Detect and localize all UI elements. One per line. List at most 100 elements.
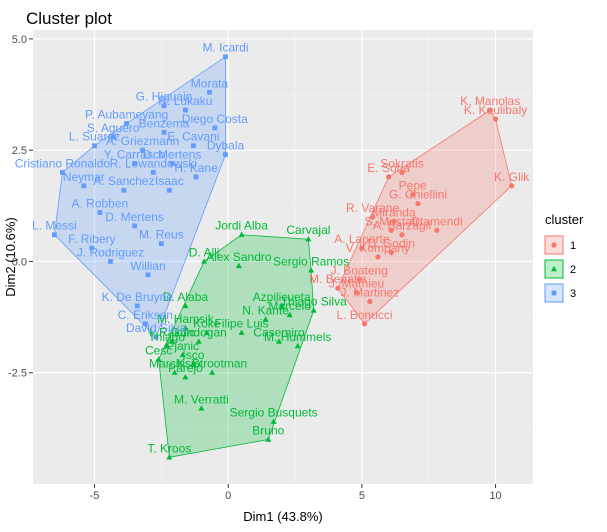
chart-title: Cluster plot	[26, 9, 112, 28]
point-label: Filipe Luis	[215, 317, 269, 331]
point-label: A. Barzagli	[373, 219, 431, 233]
legend-marker-1	[551, 242, 557, 248]
cluster-3-point	[110, 134, 116, 140]
cluster-1-point	[386, 174, 392, 180]
point-label: D. Alaba	[163, 290, 209, 304]
cluster-1-point	[388, 227, 394, 233]
cluster-3-point	[145, 272, 151, 278]
point-label: Carvajal	[286, 223, 330, 237]
point-label: N. Kante	[242, 303, 289, 317]
point-label: S. Aguero	[87, 121, 140, 135]
cluster-1-point	[335, 285, 341, 291]
legend-marker-2	[551, 265, 557, 272]
point-label: Diego Costa	[182, 112, 248, 126]
cluster-1-point	[509, 183, 515, 189]
x-tick-label: -5	[90, 490, 100, 502]
cluster-1-point	[369, 214, 376, 220]
point-label: Parejo	[168, 361, 203, 375]
cluster-3-point	[153, 334, 159, 340]
cluster-2-point	[209, 369, 216, 375]
y-tick-label: 2.5	[12, 145, 27, 157]
cluster-3-hull	[53, 55, 226, 338]
cluster-3-point	[150, 170, 156, 175]
cluster-2-point	[201, 258, 208, 264]
legend-label-1: 1	[570, 240, 576, 252]
gridlines	[33, 30, 533, 484]
cluster-3-point	[223, 54, 228, 60]
cluster-2-point	[182, 325, 189, 331]
cluster-3-point	[89, 245, 95, 251]
cluster-2-point	[308, 267, 315, 273]
cluster-2-point	[310, 307, 317, 313]
point-label: L. Suarez	[69, 130, 120, 144]
cluster-3-point	[92, 143, 97, 149]
cluster-hulls	[53, 55, 513, 458]
cluster-2-point	[294, 342, 301, 349]
point-label: Pjanic	[166, 339, 199, 353]
point-label: J. Boateng	[331, 263, 388, 277]
cluster-3-point	[81, 183, 87, 189]
point-label: Otamendi	[411, 214, 463, 228]
point-label: M. Benatia	[309, 272, 367, 286]
x-axis-label: Dim1 (43.8%)	[243, 509, 322, 524]
cluster-3-point	[223, 152, 228, 158]
cluster-2-point	[182, 302, 189, 309]
cluster-3-point	[193, 174, 199, 180]
cluster-1-point	[415, 200, 421, 207]
point-label: T. Kroos	[147, 441, 191, 455]
point-label: A. Robben	[71, 196, 128, 210]
point-label: Marchisio	[149, 357, 201, 371]
point-label: Gundogan	[171, 326, 227, 340]
y-axis-label: Dim2 (10.6%)	[3, 217, 18, 296]
point-label: D. Alli	[189, 245, 220, 259]
cluster-3-point	[161, 129, 167, 135]
point-label: Pepe	[399, 179, 427, 193]
cluster-3-point	[142, 321, 148, 327]
point-label: Alex Sandro	[206, 250, 272, 264]
point-label: M. Hummels	[264, 330, 331, 344]
cluster-2-point	[182, 373, 189, 380]
point-label: Morata	[191, 76, 229, 90]
point-label: A. Griezmann	[106, 134, 179, 148]
x-tick-label: 0	[225, 490, 231, 502]
cluster-1-point	[359, 245, 365, 251]
y-tick-label: 0.0	[12, 256, 27, 268]
data-points	[51, 54, 515, 460]
cluster-3-point	[212, 125, 218, 131]
cluster-3-point	[60, 170, 65, 175]
point-label: K. Glik	[494, 170, 530, 184]
point-label: M. Reus	[139, 228, 184, 242]
point-label: V. Kompany	[346, 241, 410, 255]
cluster-1-point	[399, 232, 405, 238]
cluster-3-point	[207, 89, 212, 95]
cluster-2-point	[179, 351, 186, 358]
cluster-2-point	[235, 262, 242, 269]
cluster-2-point	[238, 231, 245, 237]
point-label: I. Rakitic	[149, 326, 195, 340]
point-label: Sergio Ramos	[273, 254, 349, 268]
point-label: K. Strootman	[177, 357, 247, 371]
cluster-3-point	[124, 121, 129, 126]
cluster-1-point	[492, 116, 499, 122]
point-label: D. Godin	[368, 237, 415, 251]
cluster-1-point	[410, 192, 416, 198]
point-label: G. Chiellini	[389, 188, 447, 202]
legend-title: cluster	[545, 212, 584, 227]
point-label: K. Manolas	[460, 94, 520, 108]
legend: cluster 1 2 3	[544, 212, 584, 303]
point-label: R. Varane	[346, 201, 399, 215]
point-label: Miranda	[372, 205, 416, 219]
y-tick-label: -2.5	[8, 368, 27, 380]
point-label: A. Laporte	[334, 232, 390, 246]
cluster-2-point	[203, 329, 210, 335]
point-label: Neymar	[63, 170, 105, 184]
cluster-3-point	[132, 223, 138, 229]
point-label: M. Icardi	[203, 41, 249, 55]
cluster-3-point	[183, 107, 188, 113]
point-label: Marcelo	[268, 299, 311, 313]
point-label: K. De Bruyne	[102, 290, 174, 304]
cluster-1-point	[356, 276, 362, 282]
cluster-3-point	[121, 187, 127, 193]
cluster-3-point	[132, 161, 138, 166]
